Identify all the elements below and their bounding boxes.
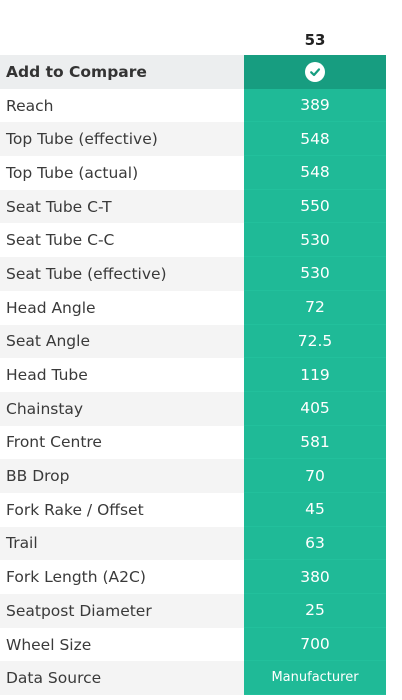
cell-gap [228, 156, 244, 190]
row-label: Seat Tube C-T [0, 189, 228, 224]
cell-gap [228, 425, 244, 460]
row-label: Seat Angle [0, 324, 228, 359]
row-label: Fork Rake / Offset [6, 500, 144, 519]
row-value: 530 [244, 257, 386, 291]
row-value: 550 [244, 189, 386, 224]
table-row: Wheel Size 700 [0, 627, 386, 662]
compare-row: Add to Compare [0, 55, 386, 89]
row-label: Head Angle [6, 298, 96, 317]
row-label: Front Centre [6, 433, 102, 452]
row-value: 380 [244, 560, 386, 594]
row-label: Wheel Size [6, 635, 92, 654]
cell-gap [228, 627, 244, 662]
cell-gap [228, 594, 244, 628]
row-label: Seat Tube (effective) [0, 257, 228, 291]
table-row: Seat Tube (effective) 530 [0, 257, 386, 291]
compare-label: Add to Compare [0, 55, 228, 89]
cell-gap [228, 290, 244, 325]
cell-gap [228, 55, 244, 89]
row-value: 581 [244, 425, 386, 460]
table-row: Seat Angle 72.5 [0, 324, 386, 359]
table-row: Chainstay 405 [0, 391, 386, 426]
row-value: 70 [244, 459, 386, 493]
cell-gap [228, 492, 244, 527]
row-value: 45 [244, 492, 386, 527]
cell-gap [228, 526, 244, 561]
row-value: 63 [244, 526, 386, 561]
checkmark-icon[interactable] [305, 61, 325, 82]
row-value: 25 [244, 594, 386, 628]
table-row: Reach 389 [0, 88, 386, 123]
table-row: Front Centre 581 [0, 425, 386, 460]
table-row: Top Tube (actual) 548 [0, 156, 386, 190]
cell-gap [228, 459, 244, 493]
table-row: BB Drop 70 [0, 459, 386, 493]
row-label: Trail [0, 526, 228, 561]
table-row: Head Angle 72 [0, 290, 386, 325]
row-value: 389 [244, 88, 386, 123]
row-value: 72 [244, 290, 386, 325]
row-value: 119 [244, 358, 386, 392]
row-label: Head Tube [6, 366, 88, 385]
cell-gap [228, 88, 244, 123]
row-label: Top Tube (actual) [6, 163, 139, 182]
table-row: Top Tube (effective) 548 [0, 122, 386, 157]
row-label: Seat Tube C-C [6, 231, 115, 250]
row-value: 405 [244, 391, 386, 426]
row-label: BB Drop [0, 459, 228, 493]
row-label: Reach [6, 96, 54, 115]
cell-gap [228, 391, 244, 426]
table-row: Seat Tube C-T 550 [0, 189, 386, 224]
geometry-table: 53 Add to Compare Reach 389 Top Tube (effe… [0, 22, 386, 696]
table-row: Data Source Manufacturer [0, 661, 386, 696]
table-header: 53 [0, 22, 386, 55]
cell-gap [228, 257, 244, 291]
row-label: Chainstay [0, 391, 228, 426]
table-row: Fork Length (A2C) 380 [0, 560, 386, 594]
row-label: Top Tube (effective) [0, 122, 228, 157]
cell-gap [228, 661, 244, 696]
table-row: Fork Rake / Offset 45 [0, 492, 386, 527]
row-label: Fork Length (A2C) [6, 568, 146, 587]
cell-gap [228, 223, 244, 258]
cell-gap [228, 560, 244, 594]
cell-gap [228, 189, 244, 224]
table-row: Seatpost Diameter 25 [0, 594, 386, 628]
row-value: 72.5 [244, 324, 386, 359]
cell-gap [228, 324, 244, 359]
size-column-header[interactable]: 53 [304, 30, 326, 49]
cell-gap [228, 122, 244, 157]
cell-gap [228, 358, 244, 392]
row-value: 700 [244, 627, 386, 662]
row-label: Seatpost Diameter [0, 594, 228, 628]
row-value: 530 [244, 223, 386, 258]
row-value: Manufacturer [244, 661, 386, 696]
table-row: Trail 63 [0, 526, 386, 561]
row-value: 548 [244, 122, 386, 157]
compare-toggle-cell[interactable] [244, 55, 386, 89]
table-row: Head Tube 119 [0, 358, 386, 392]
table-row: Seat Tube C-C 530 [0, 223, 386, 258]
row-value: 548 [244, 156, 386, 190]
geometry-rows: Reach 389 Top Tube (effective) 548 Top Tube … [0, 88, 386, 696]
row-label: Data Source [0, 661, 228, 696]
